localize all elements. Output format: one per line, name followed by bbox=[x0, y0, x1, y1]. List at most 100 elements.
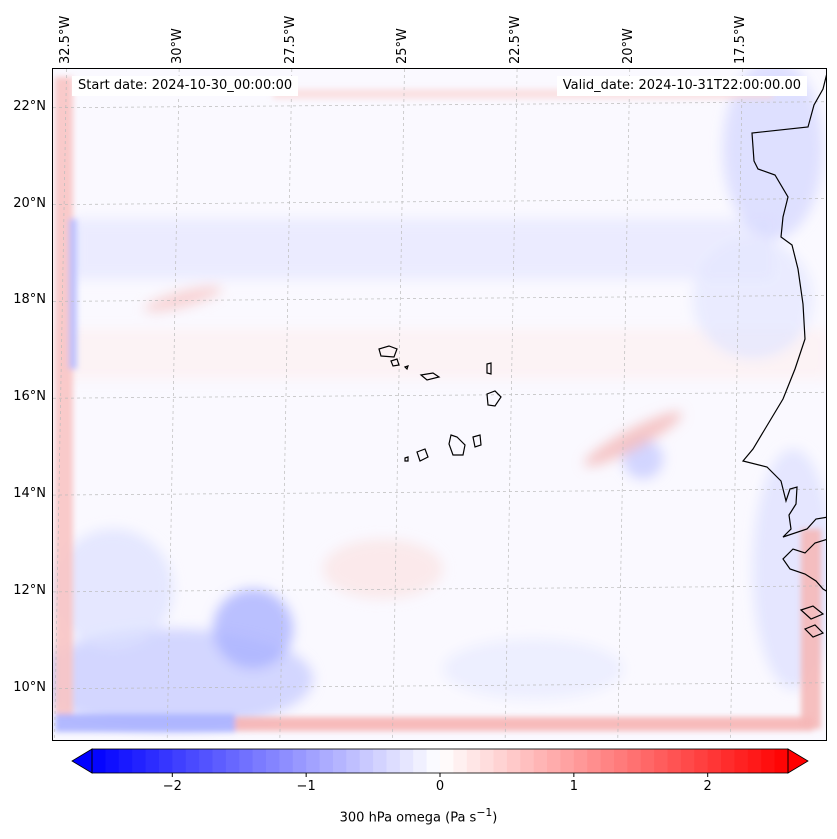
colorbar-segment bbox=[239, 749, 254, 773]
cabo-verde-santo-antao bbox=[378, 345, 398, 358]
colorbar-segment bbox=[252, 749, 267, 773]
colorbar-segment bbox=[292, 749, 307, 773]
latitude-label: 10°N bbox=[13, 679, 46, 695]
colorbar-segment bbox=[721, 749, 736, 773]
latitude-label: 22°N bbox=[13, 98, 46, 114]
cabo-verde-sao-nicolau bbox=[419, 372, 441, 381]
latitude-label: 12°N bbox=[13, 582, 46, 598]
colorbar-tick-label: −1 bbox=[296, 779, 316, 794]
gridlines bbox=[53, 69, 826, 740]
colorbar-segment bbox=[761, 749, 776, 773]
meridian-gridline bbox=[279, 69, 293, 740]
colorbar-segment bbox=[346, 749, 361, 773]
parallel-gridline bbox=[53, 101, 826, 109]
colorbar-segment bbox=[359, 749, 374, 773]
african-coastline bbox=[741, 74, 826, 538]
latitude-label: 20°N bbox=[13, 195, 46, 211]
colorbar-segment bbox=[225, 749, 240, 773]
colorbar-segment bbox=[614, 749, 628, 773]
colorbar-segment bbox=[654, 749, 669, 773]
colorbar-tick-label: −2 bbox=[162, 779, 182, 794]
colorbar-segment bbox=[373, 749, 388, 773]
coast-south-segment bbox=[782, 538, 826, 592]
colorbar-segment bbox=[279, 749, 294, 773]
cabo-verde-boa-vista bbox=[486, 390, 502, 407]
meridian-gridline bbox=[54, 69, 67, 740]
valid-date-label: Valid_date: 2024-10-31T22:00:00.00 bbox=[556, 76, 807, 96]
omega-field-layer bbox=[53, 69, 826, 729]
cabo-verde-brava bbox=[404, 456, 409, 462]
colorbar-segment bbox=[92, 749, 106, 773]
colorbar-segment bbox=[453, 749, 468, 773]
colorbar-segment bbox=[493, 749, 508, 773]
parallel-gridline bbox=[53, 488, 826, 496]
colorbar-segment bbox=[600, 749, 615, 773]
cabo-verde-santiago bbox=[448, 434, 466, 456]
latitude-label: 18°N bbox=[13, 292, 46, 308]
colorbar-segment bbox=[694, 749, 709, 773]
meridian-gridline bbox=[392, 69, 405, 740]
colorbar-segment bbox=[774, 749, 789, 773]
colorbar-extend-min bbox=[71, 748, 93, 774]
colorbar-segment bbox=[172, 749, 187, 773]
colorbar-segment bbox=[506, 749, 521, 773]
meridian-gridline bbox=[730, 69, 743, 740]
boundary-relaxation-zone bbox=[55, 77, 821, 732]
colorbar-segment bbox=[386, 749, 401, 773]
colorbar-segment bbox=[627, 749, 642, 773]
colorbar-segment bbox=[185, 749, 200, 773]
colorbar-ticks bbox=[171, 773, 709, 777]
colorbar-segment bbox=[560, 749, 575, 773]
meridian-gridline bbox=[504, 69, 518, 740]
longitude-label: 20°W bbox=[620, 28, 636, 64]
colorbar-segment bbox=[707, 749, 722, 773]
parallel-gridline bbox=[53, 391, 826, 399]
colorbar-segment bbox=[158, 749, 173, 773]
colorbar-segment bbox=[547, 749, 562, 773]
colorbar-segment bbox=[466, 749, 481, 773]
start-date-label: Start date: 2024-10-30_00:00:00 bbox=[72, 76, 299, 96]
longitude-label: 27.5°W bbox=[282, 15, 298, 64]
meridian-gridline bbox=[617, 69, 631, 740]
cabo-verde-sao-vicente bbox=[390, 358, 400, 367]
cabo-verde-maio bbox=[472, 434, 482, 448]
cabo-verde-fogo bbox=[416, 448, 429, 462]
longitude-label: 32.5°W bbox=[57, 15, 73, 64]
colorbar-segment bbox=[332, 749, 347, 773]
colorbar-segment bbox=[573, 749, 588, 773]
colorbar-segment bbox=[533, 749, 548, 773]
cabo-verde-santa-luzia bbox=[403, 365, 409, 371]
colorbar-extend-max bbox=[787, 748, 809, 774]
colorbar-tick-label: 2 bbox=[703, 779, 712, 794]
colorbar-segment bbox=[413, 749, 428, 773]
parallel-gridline bbox=[53, 198, 826, 205]
colorbar-tick-label: 0 bbox=[435, 779, 445, 794]
colorbar-segment bbox=[587, 749, 602, 773]
meridian-gridline bbox=[166, 69, 180, 740]
colorbar-segment bbox=[680, 749, 695, 773]
colorbar-segments bbox=[71, 748, 809, 774]
colorbar-segment bbox=[132, 749, 147, 773]
coastlines bbox=[378, 74, 826, 638]
omega-field-map bbox=[53, 69, 826, 740]
colorbar-segment bbox=[747, 749, 762, 773]
map-panel bbox=[52, 68, 827, 741]
colorbar-segment bbox=[426, 749, 441, 773]
bissagos-islands bbox=[799, 605, 825, 638]
colorbar-segment bbox=[734, 749, 749, 773]
colorbar-segment bbox=[480, 749, 495, 773]
cabo-verde-sal bbox=[486, 362, 492, 375]
colorbar bbox=[71, 748, 809, 777]
longitude-label: 25°W bbox=[395, 28, 411, 64]
colorbar-segment bbox=[640, 749, 655, 773]
colorbar-segment bbox=[319, 749, 334, 773]
longitude-label: 22.5°W bbox=[508, 15, 524, 64]
colorbar-segment bbox=[212, 749, 227, 773]
colorbar-segment bbox=[199, 749, 214, 773]
colorbar-segment bbox=[306, 749, 321, 773]
latitude-label: 16°N bbox=[13, 389, 46, 405]
colorbar-segment bbox=[520, 749, 535, 773]
colorbar-segment bbox=[266, 749, 280, 773]
longitude-label: 30°W bbox=[170, 28, 186, 64]
colorbar-tick-label: 1 bbox=[569, 779, 578, 794]
